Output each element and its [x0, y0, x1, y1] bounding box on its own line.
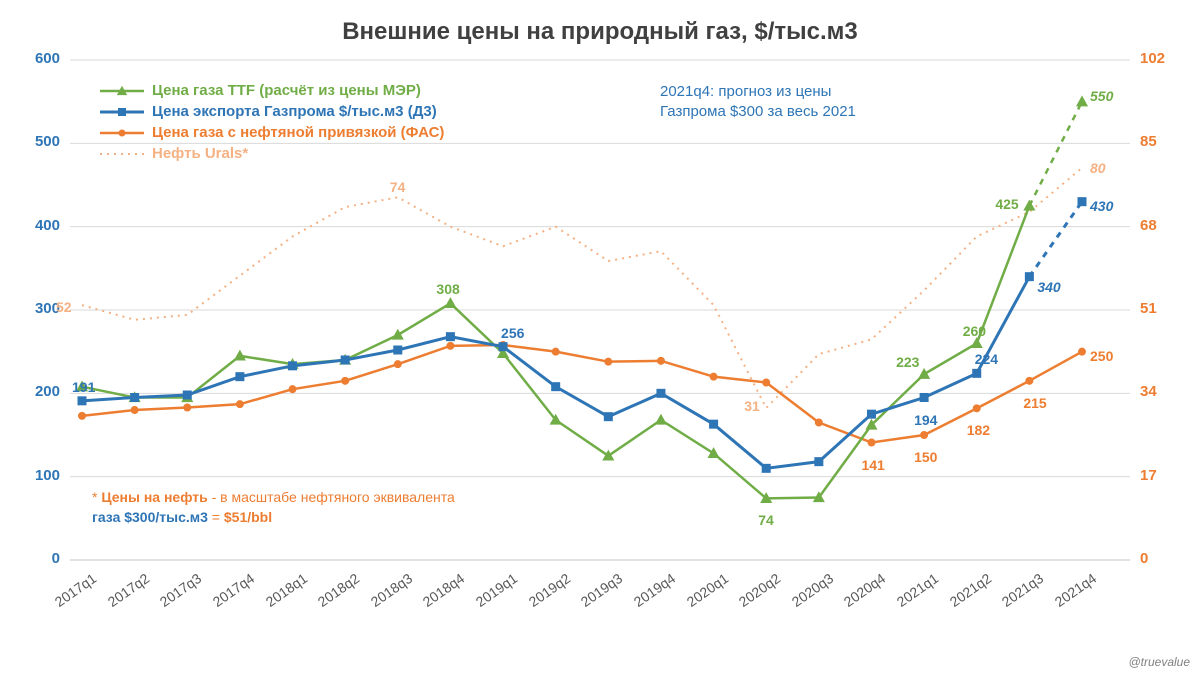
y-right-tick-label: 102 [1140, 50, 1180, 67]
x-tick-label: 2020q3 [778, 570, 836, 618]
data-label: 223 [896, 354, 919, 370]
legend-swatch [100, 125, 144, 141]
legend-label: Цена газа TTF (расчёт из цены МЭР) [152, 82, 421, 99]
data-label: 194 [914, 412, 937, 428]
data-label: 425 [995, 196, 1018, 212]
x-tick-label: 2020q1 [672, 570, 730, 618]
y-right-tick-label: 17 [1140, 467, 1180, 484]
y-right-tick-label: 34 [1140, 383, 1180, 400]
x-tick-label: 2017q4 [199, 570, 257, 618]
data-label: 215 [1023, 395, 1046, 411]
footnote-text: * Цены на нефть - в масштабе нефтяного э… [92, 488, 455, 527]
data-label: 340 [1037, 279, 1060, 295]
data-label: 260 [963, 323, 986, 339]
y-left-tick-label: 500 [20, 133, 60, 150]
y-right-tick-label: 0 [1140, 550, 1180, 567]
y-right-tick-label: 85 [1140, 133, 1180, 150]
data-label: 74 [758, 512, 774, 528]
legend-label: Цена газа с нефтяной привязкой (ФАС) [152, 124, 444, 141]
data-label: 191 [72, 379, 95, 395]
x-tick-label: 2018q2 [304, 570, 362, 618]
y-left-tick-label: 300 [20, 300, 60, 317]
x-tick-label: 2021q4 [1041, 570, 1099, 618]
note-line: 2021q4: прогноз из цены [660, 82, 856, 102]
data-label: 80 [1090, 160, 1106, 176]
data-label: 256 [501, 325, 524, 341]
x-tick-label: 2019q3 [567, 570, 625, 618]
y-right-tick-label: 68 [1140, 217, 1180, 234]
y-left-tick-label: 400 [20, 217, 60, 234]
data-label: 430 [1090, 198, 1113, 214]
data-label: 31 [744, 398, 760, 414]
data-label: 74 [390, 179, 406, 195]
legend-swatch [100, 83, 144, 99]
x-tick-label: 2017q3 [146, 570, 204, 618]
watermark: @truevalue [1128, 655, 1190, 669]
x-tick-label: 2018q4 [409, 570, 467, 618]
legend-item: Нефть Urals* [100, 145, 444, 162]
data-label: 224 [975, 351, 998, 367]
y-left-tick-label: 0 [20, 550, 60, 567]
chart-title: Внешние цены на природный газ, $/тыс.м3 [0, 18, 1200, 46]
y-left-tick-label: 100 [20, 467, 60, 484]
legend-item: Цена экспорта Газпрома $/тыс.м3 (Д3) [100, 103, 444, 120]
y-left-tick-label: 600 [20, 50, 60, 67]
legend-item: Цена газа с нефтяной привязкой (ФАС) [100, 124, 444, 141]
note-line: Газпрома $300 за весь 2021 [660, 102, 856, 122]
y-right-tick-label: 51 [1140, 300, 1180, 317]
x-tick-label: 2019q1 [462, 570, 520, 618]
x-tick-label: 2019q4 [620, 570, 678, 618]
x-tick-label: 2018q3 [357, 570, 415, 618]
x-tick-label: 2019q2 [515, 570, 573, 618]
legend-item: Цена газа TTF (расчёт из цены МЭР) [100, 82, 444, 99]
chart-container: Внешние цены на природный газ, $/тыс.м3 … [0, 0, 1200, 675]
y-left-tick-label: 200 [20, 383, 60, 400]
data-label: 150 [914, 449, 937, 465]
data-label: 182 [967, 422, 990, 438]
x-tick-label: 2020q2 [725, 570, 783, 618]
x-tick-label: 2017q1 [41, 570, 99, 618]
data-label: 250 [1090, 348, 1113, 364]
x-tick-label: 2021q1 [883, 570, 941, 618]
x-tick-label: 2017q2 [93, 570, 151, 618]
data-label: 141 [861, 457, 884, 473]
data-label: 550 [1090, 88, 1113, 104]
data-label: 308 [436, 281, 459, 297]
x-tick-label: 2020q4 [830, 570, 888, 618]
forecast-note: 2021q4: прогноз из ценыГазпрома $300 за … [660, 82, 856, 121]
x-tick-label: 2021q3 [988, 570, 1046, 618]
x-tick-label: 2018q1 [251, 570, 309, 618]
data-label: 52 [56, 299, 72, 315]
x-tick-label: 2021q2 [936, 570, 994, 618]
legend-label: Нефть Urals* [152, 145, 248, 162]
legend: Цена газа TTF (расчёт из цены МЭР) Цена э… [100, 82, 444, 166]
legend-swatch [100, 104, 144, 120]
legend-swatch [100, 146, 144, 162]
legend-label: Цена экспорта Газпрома $/тыс.м3 (Д3) [152, 103, 437, 120]
